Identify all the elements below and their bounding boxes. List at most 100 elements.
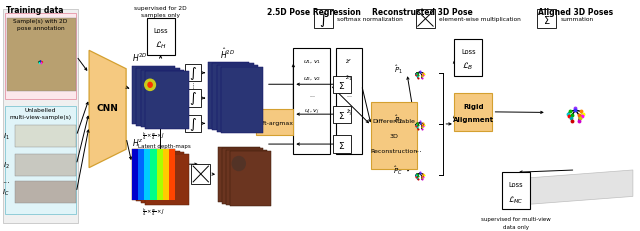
Bar — [169, 150, 175, 200]
Text: element-wise multiplication: element-wise multiplication — [439, 17, 520, 22]
Bar — [185, 115, 202, 132]
Text: Reconstructed 3D Pose: Reconstructed 3D Pose — [372, 8, 473, 17]
Bar — [217, 66, 259, 132]
Bar — [132, 67, 175, 125]
Bar — [222, 149, 263, 204]
Bar — [145, 154, 189, 205]
Ellipse shape — [147, 82, 153, 89]
Text: ...: ... — [414, 144, 422, 153]
Bar — [5, 106, 76, 214]
Bar — [8, 19, 76, 91]
Text: Loss: Loss — [509, 181, 524, 187]
Bar — [163, 150, 169, 200]
Text: Alignment: Alignment — [452, 117, 494, 123]
Text: ...: ... — [346, 93, 352, 98]
Bar — [145, 72, 189, 129]
Bar — [454, 94, 493, 131]
Text: $u_2, v_2$: $u_2, v_2$ — [303, 74, 321, 82]
Bar — [3, 10, 78, 223]
Bar — [185, 65, 202, 82]
Text: $\mathcal{L}_{H}$: $\mathcal{L}_{H}$ — [154, 40, 166, 51]
Text: $\mathcal{L}_{MC}$: $\mathcal{L}_{MC}$ — [508, 193, 524, 205]
Ellipse shape — [144, 79, 156, 92]
Bar — [138, 150, 144, 200]
Text: $\hat{z}_j$: $\hat{z}_j$ — [346, 106, 352, 118]
Bar — [336, 49, 362, 154]
Text: pose annotation: pose annotation — [17, 26, 65, 31]
Text: $\hat{z}^r$: $\hat{z}^r$ — [345, 57, 353, 66]
Bar — [314, 10, 333, 29]
Bar — [371, 103, 417, 169]
Polygon shape — [511, 170, 633, 206]
Bar — [537, 10, 556, 29]
Text: Unlabelled: Unlabelled — [25, 107, 56, 112]
Text: 3D: 3D — [390, 133, 399, 138]
Ellipse shape — [232, 156, 246, 171]
Text: softmax normalization: softmax normalization — [337, 17, 403, 22]
Bar — [416, 10, 435, 29]
Bar — [132, 150, 138, 200]
Text: $\int$: $\int$ — [319, 11, 328, 29]
Text: $\Sigma$: $\Sigma$ — [339, 109, 346, 120]
Bar — [333, 106, 351, 123]
Bar — [208, 63, 250, 129]
Text: 2.5D Pose Regression: 2.5D Pose Regression — [267, 8, 361, 17]
Text: $\Sigma$: $\Sigma$ — [339, 79, 346, 90]
Text: data only: data only — [503, 224, 529, 229]
Text: $\hat{P}_2$: $\hat{P}_2$ — [394, 113, 403, 126]
Text: $u_1, v_1$: $u_1, v_1$ — [303, 58, 321, 65]
Bar — [136, 69, 180, 126]
Bar — [141, 70, 184, 128]
Text: $H^{2D}$: $H^{2D}$ — [132, 51, 148, 64]
Text: $u_j, v_j$: $u_j, v_j$ — [304, 107, 319, 117]
Bar — [5, 14, 76, 99]
Bar — [144, 150, 150, 200]
Bar — [502, 173, 530, 209]
Text: CNN: CNN — [97, 104, 118, 113]
Bar — [15, 182, 76, 204]
Text: samples only: samples only — [141, 13, 180, 18]
Bar — [15, 154, 76, 176]
Text: Rigid: Rigid — [463, 104, 484, 110]
Text: $\mathcal{L}_{B}$: $\mathcal{L}_{B}$ — [463, 60, 474, 72]
Text: $\Sigma$: $\Sigma$ — [543, 14, 550, 26]
Text: summation: summation — [560, 17, 593, 22]
Text: Reconstruction: Reconstruction — [371, 148, 418, 153]
Bar — [185, 90, 202, 107]
Bar — [136, 151, 180, 202]
Bar — [221, 67, 262, 134]
Text: $\int$: $\int$ — [189, 90, 197, 107]
Bar — [230, 152, 271, 207]
Text: $\hat{H}^{2D}$: $\hat{H}^{2D}$ — [220, 46, 236, 60]
Text: Loss: Loss — [461, 48, 476, 54]
Polygon shape — [89, 51, 126, 168]
Bar — [157, 150, 163, 200]
Text: Sample(s) with 2D: Sample(s) with 2D — [13, 19, 68, 24]
Bar — [150, 150, 157, 200]
Text: $\hat{P}_C$: $\hat{P}_C$ — [394, 164, 403, 176]
Bar — [141, 153, 184, 203]
Text: Loss: Loss — [153, 28, 168, 34]
Bar — [333, 136, 351, 153]
Bar — [454, 40, 483, 76]
Text: Latent depth-maps: Latent depth-maps — [138, 143, 191, 149]
Text: Aligned 3D Poses: Aligned 3D Poses — [538, 8, 613, 17]
Bar — [226, 150, 267, 205]
Bar — [132, 150, 175, 200]
Bar — [333, 76, 351, 94]
Text: $\hat{P}_1$: $\hat{P}_1$ — [394, 63, 403, 75]
Text: Training data: Training data — [6, 6, 63, 15]
Text: $\int$: $\int$ — [189, 116, 197, 132]
Text: Differentiable: Differentiable — [372, 119, 415, 124]
Text: soft-argmax: soft-argmax — [256, 120, 294, 125]
Text: $\int$: $\int$ — [189, 65, 197, 82]
Bar — [147, 19, 175, 56]
Text: $\hat{z}_1$: $\hat{z}_1$ — [345, 73, 353, 83]
Bar — [15, 125, 76, 147]
Text: $\Sigma$: $\Sigma$ — [339, 139, 346, 150]
Bar — [212, 64, 254, 131]
Text: $\frac{h}{4}\times\frac{w}{4}\times J$: $\frac{h}{4}\times\frac{w}{4}\times J$ — [142, 130, 165, 142]
Bar — [218, 147, 259, 202]
Text: ...: ... — [309, 93, 315, 98]
Text: $I_2$: $I_2$ — [3, 160, 10, 170]
